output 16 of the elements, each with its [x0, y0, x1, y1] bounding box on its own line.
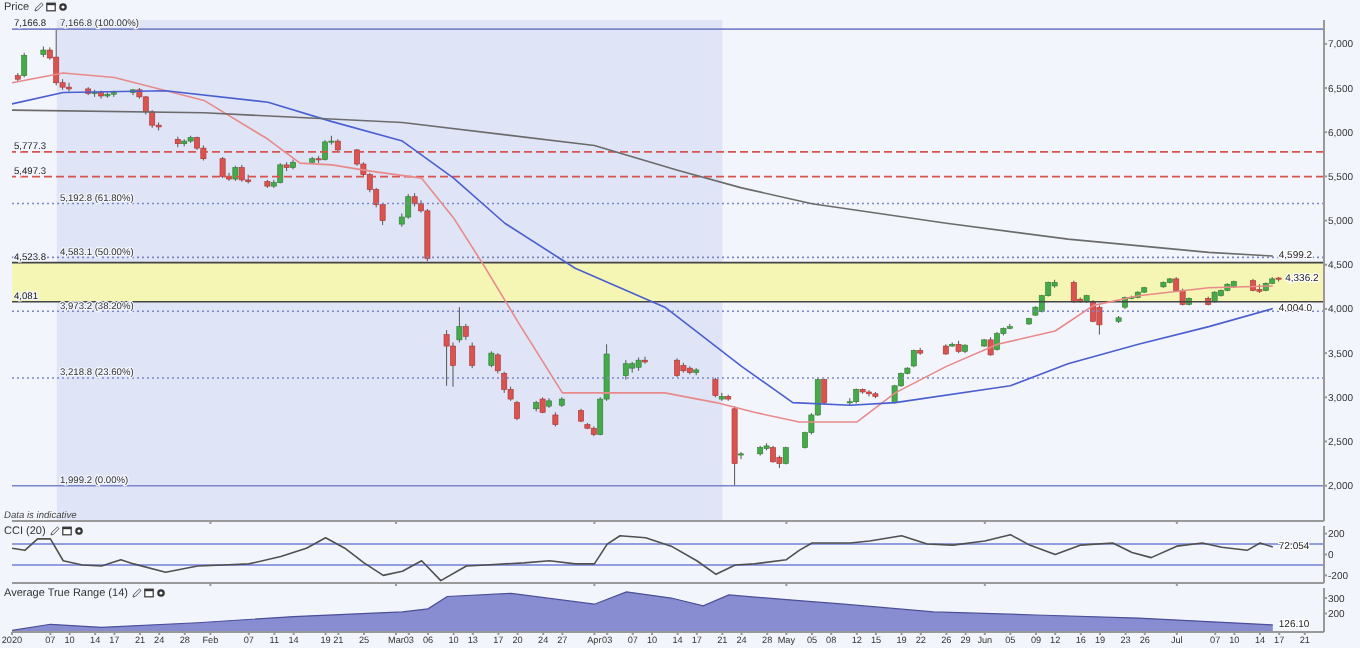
line-series	[12, 533, 1274, 582]
line-series	[12, 109, 1274, 257]
candlestick	[443, 329, 450, 387]
candlestick	[514, 400, 520, 421]
candlestick	[469, 342, 476, 369]
candlestick	[501, 371, 508, 394]
candlestick	[53, 28, 60, 86]
candlestick	[712, 377, 719, 398]
candlestick	[456, 306, 463, 344]
candlestick	[494, 352, 501, 374]
candlestick	[674, 357, 680, 378]
candlestick	[424, 208, 431, 262]
candlestick	[405, 193, 412, 220]
candlestick	[622, 359, 629, 381]
candlestick	[21, 52, 28, 78]
candlestick	[1096, 304, 1103, 336]
